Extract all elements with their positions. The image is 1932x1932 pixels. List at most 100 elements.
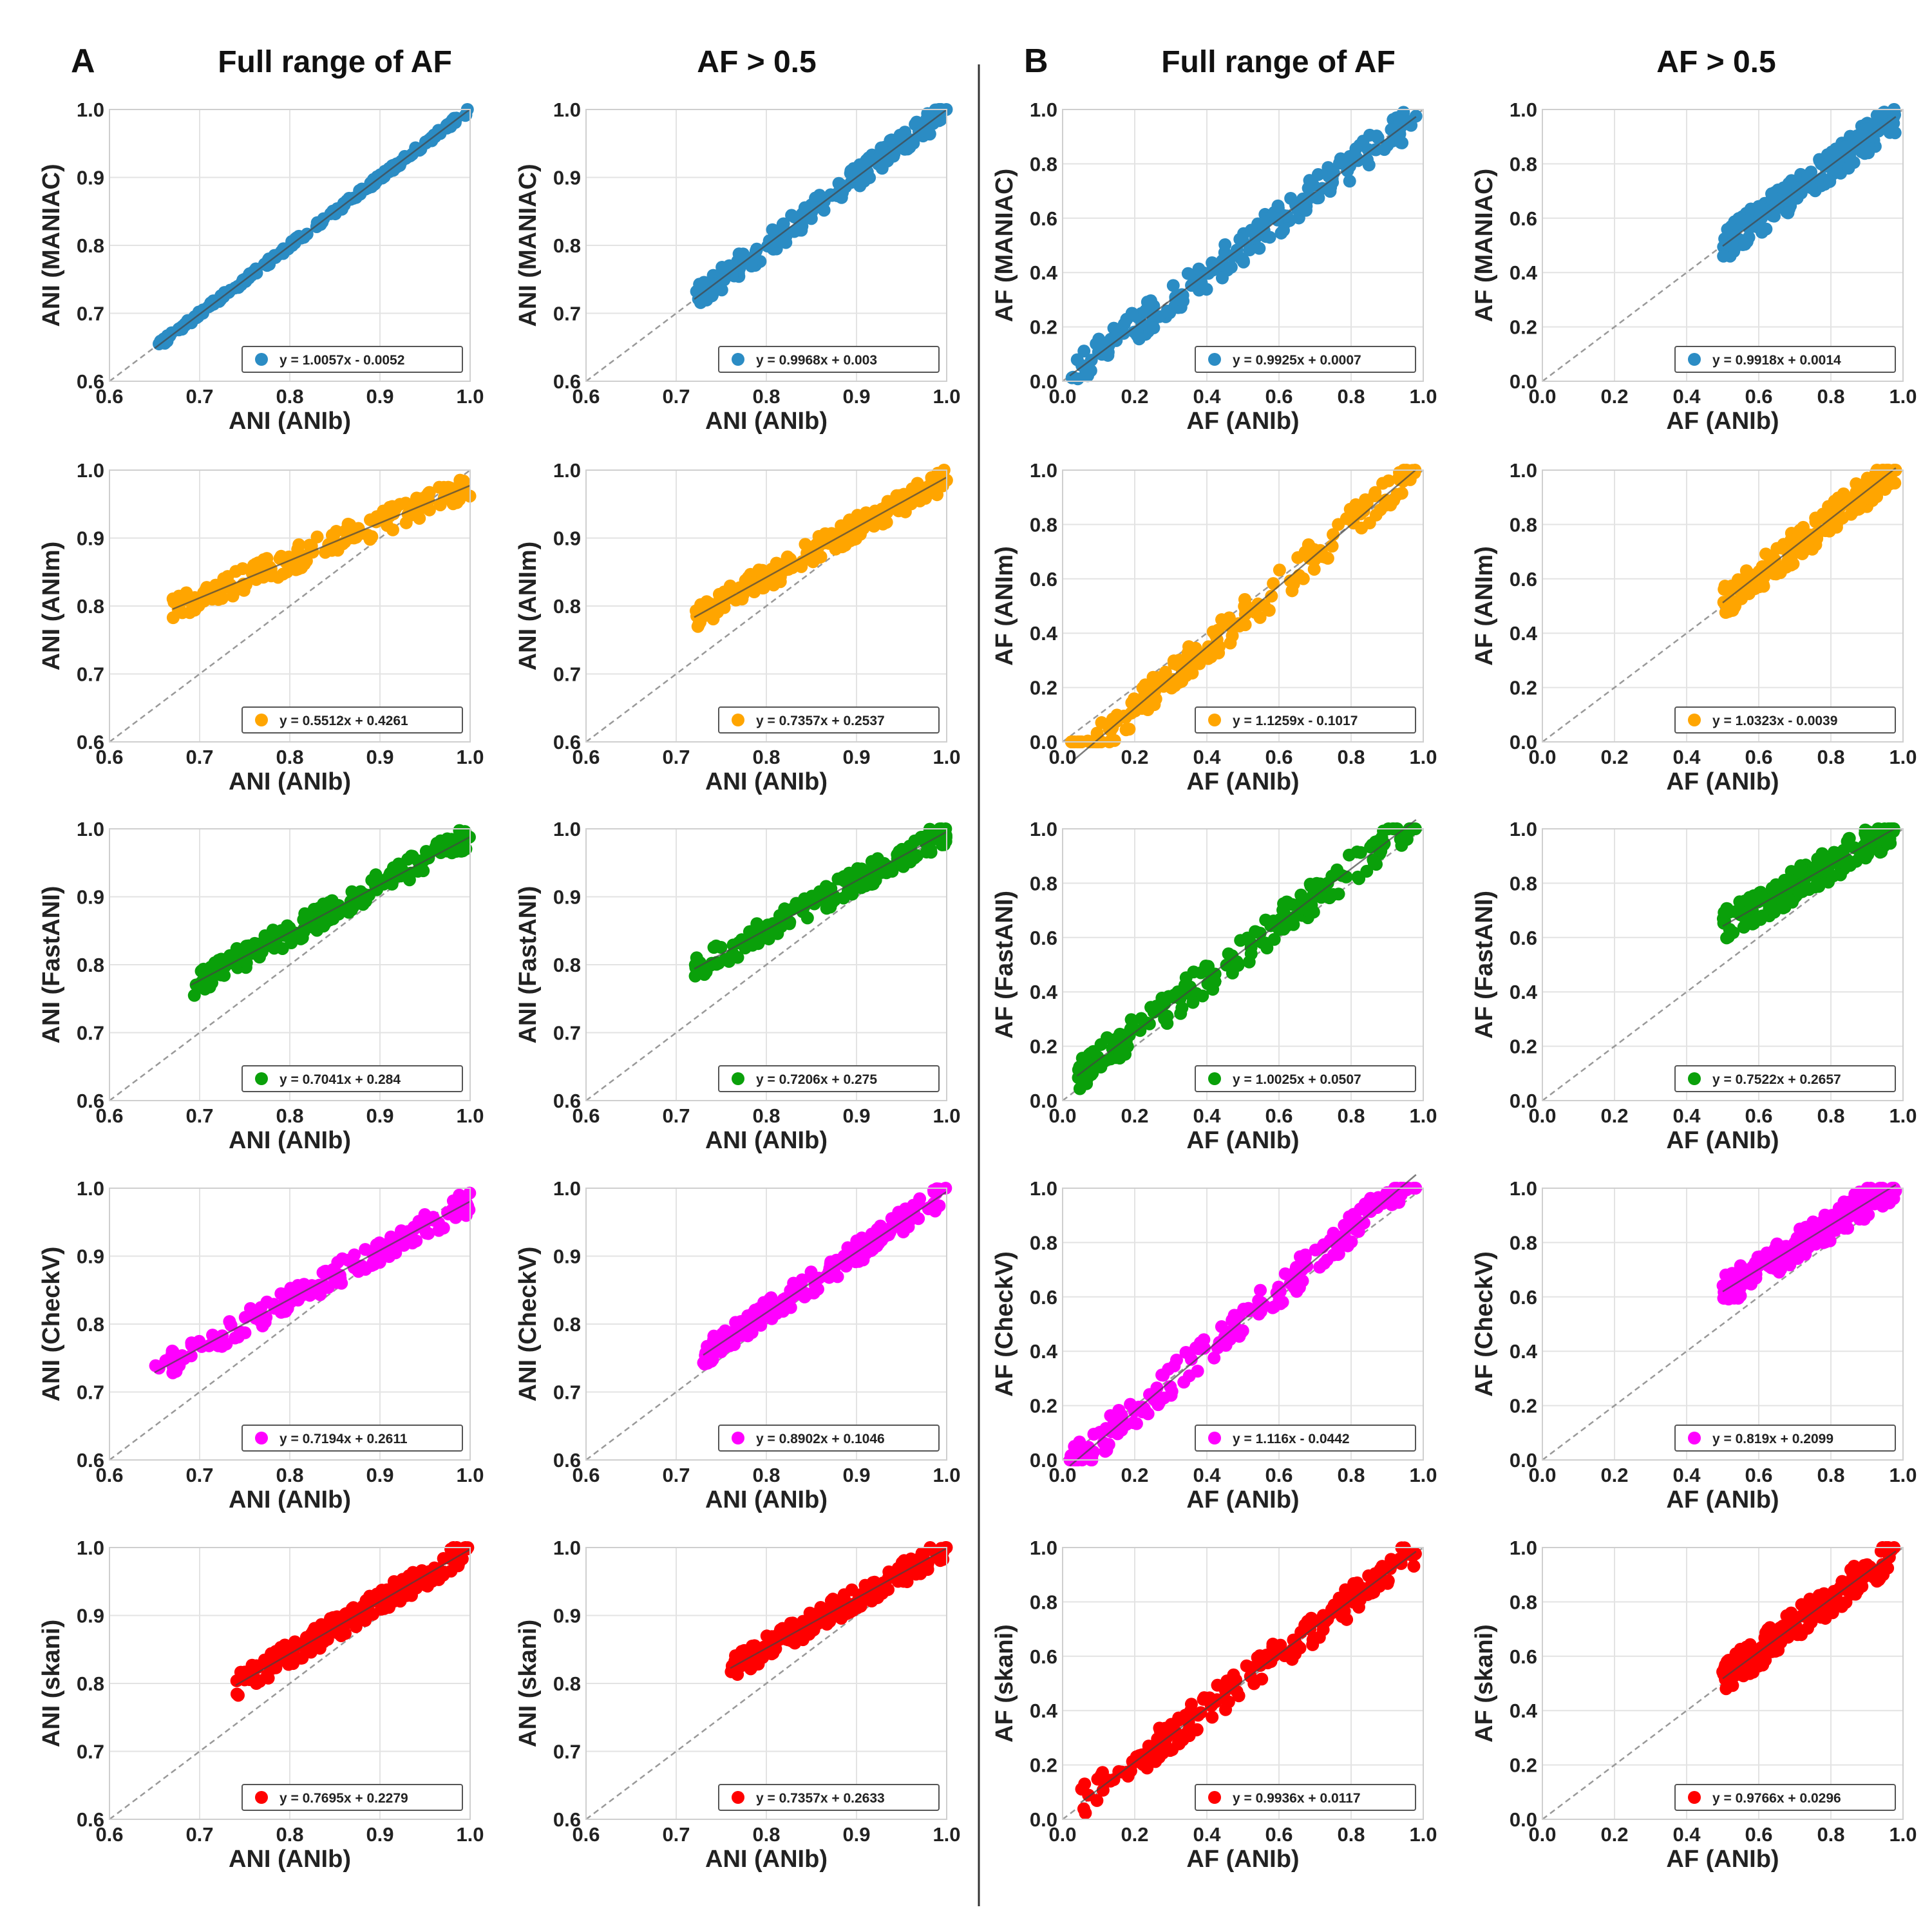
- identity-line: [585, 469, 947, 743]
- data-point: [1110, 714, 1124, 728]
- data-point: [1841, 835, 1854, 848]
- data-point: [1255, 1672, 1269, 1686]
- data-point: [292, 538, 306, 551]
- legend-label: y = 1.0057x - 0.0052: [279, 353, 404, 368]
- legend-box: [1195, 706, 1416, 734]
- plot-b-full-af-skani: 0.0 0.2 0.4 0.6 0.8 1.00.00.20.40.60.81.0AF (…: [991, 1537, 1437, 1873]
- data-point: [1770, 564, 1783, 578]
- legend-marker: [732, 1791, 744, 1804]
- regression-line: [1069, 469, 1417, 764]
- y-tick-label: 0.2: [1510, 316, 1537, 339]
- data-point: [777, 1305, 790, 1318]
- data-point: [819, 527, 832, 540]
- x-tick-label: 1.0: [1409, 1104, 1437, 1127]
- data-point: [1839, 1198, 1853, 1211]
- legend-box: [242, 346, 463, 373]
- y-tick-label: 0.2: [1030, 1036, 1057, 1058]
- y-axis-label: ANI (ANIm): [515, 542, 542, 671]
- y-axis-label: ANI (CheckV): [38, 1247, 65, 1402]
- data-point: [393, 158, 406, 172]
- legend: y = 1.0323x - 0.0039: [1674, 706, 1896, 734]
- data-point: [737, 251, 751, 264]
- data-point: [183, 606, 196, 620]
- data-point: [1266, 1637, 1280, 1651]
- data-point: [457, 826, 470, 839]
- legend-box: [718, 346, 940, 373]
- y-tick-label: 0.2: [1510, 1036, 1537, 1058]
- y-axis-label: AF (skani): [1471, 1624, 1498, 1743]
- y-tick-label: 0.8: [553, 1313, 581, 1336]
- data-point: [1756, 909, 1769, 923]
- regression-line: [154, 108, 471, 349]
- data-point: [936, 1553, 950, 1566]
- data-point: [1819, 1235, 1832, 1249]
- legend-box: [242, 706, 463, 734]
- y-tick-label: 0.9: [77, 167, 104, 189]
- data-point: [1803, 883, 1816, 896]
- data-point: [1810, 532, 1824, 545]
- x-tick-label: 1.0: [933, 1464, 960, 1486]
- data-point: [923, 127, 936, 140]
- plot-frame: [109, 469, 471, 743]
- data-point: [834, 178, 848, 192]
- data-point: [1879, 478, 1892, 491]
- y-axis-label: AF (CheckV): [991, 1251, 1018, 1397]
- x-axis-label: ANI (ANIb): [705, 1127, 828, 1154]
- legend: y = 0.7522x + 0.2657: [1674, 1065, 1896, 1092]
- legend: y = 0.9766x + 0.0296: [1674, 1784, 1896, 1811]
- x-tick-label: 0.9: [366, 385, 393, 408]
- y-tick-label: 0.6: [77, 1449, 104, 1472]
- data-point: [333, 1269, 346, 1282]
- legend-label: y = 0.9766x + 0.0296: [1712, 1791, 1841, 1806]
- data-point: [1349, 1212, 1363, 1226]
- y-tick-label: 0.7: [77, 663, 104, 686]
- y-tick-label: 0.8: [1030, 1231, 1057, 1254]
- y-axis-label: ANI (skani): [38, 1620, 65, 1747]
- data-point: [215, 592, 229, 605]
- data-point: [327, 527, 341, 541]
- data-point: [1233, 232, 1247, 246]
- data-point: [383, 867, 397, 880]
- y-tick-label: 1.0: [1030, 818, 1057, 840]
- regression-line: [694, 109, 947, 300]
- y-tick-label: 0.8: [77, 595, 104, 618]
- data-point: [167, 595, 181, 609]
- data-point: [406, 849, 419, 863]
- x-axis-label: ANI (ANIb): [229, 768, 351, 795]
- x-tick-label: 0.8: [276, 1104, 303, 1127]
- data-point: [1770, 542, 1784, 555]
- plot-frame: [585, 469, 947, 743]
- data-point: [1094, 1037, 1108, 1051]
- y-tick-label: 0.7: [553, 663, 581, 686]
- legend-box: [242, 1065, 463, 1092]
- x-axis-label: AF (ANIb): [1666, 768, 1779, 795]
- data-point: [1887, 1192, 1900, 1206]
- y-tick-label: 0.2: [1510, 677, 1537, 699]
- x-tick-label: 0.8: [1817, 1464, 1844, 1486]
- data-point: [1238, 618, 1252, 632]
- data-point: [1238, 592, 1251, 606]
- y-axis-label: AF (CheckV): [1471, 1251, 1498, 1397]
- legend-marker: [255, 1072, 268, 1085]
- y-axis-label: ANI (ANIm): [38, 542, 65, 671]
- data-point: [1102, 1438, 1115, 1452]
- x-tick-label: 0.4: [1672, 746, 1701, 768]
- legend: y = 1.0025x + 0.0507: [1195, 1065, 1416, 1092]
- y-tick-label: 1.0: [77, 99, 104, 121]
- legend: y = 0.7194x + 0.2611: [242, 1425, 463, 1452]
- y-tick-label: 1.0: [77, 1537, 104, 1559]
- data-point: [1287, 578, 1300, 591]
- data-point: [1196, 989, 1209, 1003]
- y-tick-label: 0.9: [77, 886, 104, 909]
- legend-marker: [1688, 1791, 1701, 1804]
- y-tick-label: 0.9: [553, 167, 581, 189]
- data-point: [1717, 249, 1730, 263]
- data-point: [1144, 1001, 1158, 1014]
- data-point: [189, 978, 203, 992]
- x-axis-label: ANI (ANIb): [705, 768, 828, 795]
- x-tick-label: 0.8: [752, 1823, 780, 1846]
- data-point: [418, 1208, 431, 1222]
- x-tick-label: 0.6: [1745, 385, 1772, 408]
- data-point: [1753, 209, 1766, 223]
- x-axis-label: AF (ANIb): [1666, 1486, 1779, 1513]
